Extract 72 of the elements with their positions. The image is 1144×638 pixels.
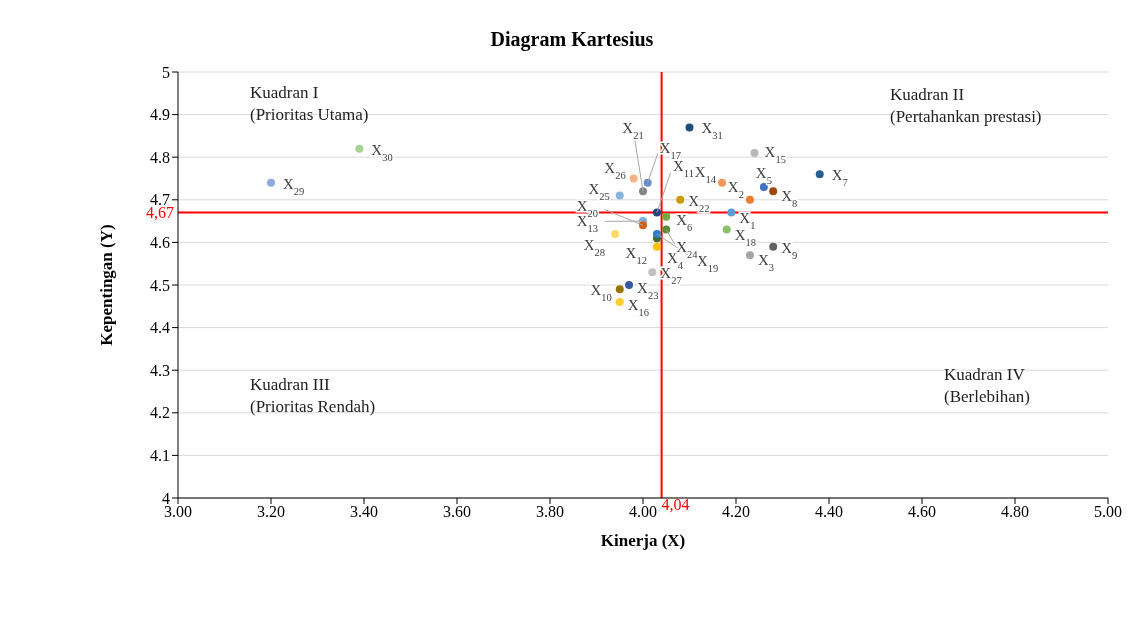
point bbox=[727, 208, 736, 217]
y-tick-label: 4.6 bbox=[150, 234, 170, 252]
annotation: X$_{19}$ bbox=[696, 252, 719, 274]
annotation: X$_{22}$ bbox=[688, 192, 710, 214]
annotation: Kuadran I (Prioritas Utama) bbox=[250, 82, 369, 126]
annotation: X$_{25}$ bbox=[588, 180, 610, 202]
annotation: X$_{6}$ bbox=[676, 211, 693, 233]
x-tick-label: 4.00 bbox=[629, 503, 657, 521]
annotation: X$_{14}$ bbox=[694, 163, 717, 185]
annotation: X$_{12}$ bbox=[625, 245, 647, 266]
point bbox=[267, 178, 275, 187]
y-tick-label: 4.9 bbox=[150, 106, 170, 124]
point bbox=[750, 148, 759, 157]
point bbox=[629, 174, 638, 183]
ref-line-label: 4,04 bbox=[661, 496, 690, 513]
point bbox=[769, 187, 778, 196]
y-axis-title: Kepentingan (Y) bbox=[97, 224, 117, 346]
point bbox=[676, 195, 685, 204]
point bbox=[722, 225, 731, 234]
y-tick-label: 4.5 bbox=[150, 276, 170, 294]
point bbox=[611, 229, 620, 238]
x-tick-label: 4.40 bbox=[815, 503, 843, 521]
annotation: X$_{30}$ bbox=[371, 141, 393, 163]
y-tick-label: 4.2 bbox=[150, 404, 170, 422]
annotation: X$_{31}$ bbox=[701, 120, 723, 141]
point bbox=[718, 178, 727, 187]
point bbox=[615, 298, 624, 307]
annotation: Kuadran III (Prioritas Rendah) bbox=[250, 374, 376, 418]
point bbox=[685, 123, 694, 132]
point bbox=[769, 242, 778, 251]
annotation: X$_{10}$ bbox=[590, 282, 612, 303]
y-tick-label: 4.8 bbox=[150, 148, 170, 166]
point bbox=[615, 285, 624, 294]
point bbox=[355, 144, 364, 153]
point bbox=[625, 281, 634, 289]
annotation: X$_{29}$ bbox=[283, 175, 305, 197]
annotation: Kuadran II (Pertahankan prestasi) bbox=[890, 84, 1042, 128]
x-tick-label: 4.80 bbox=[1001, 503, 1029, 521]
annotation: X$_{9}$ bbox=[781, 239, 798, 261]
annotation: Kuadran IV (Berlebihan) bbox=[944, 364, 1030, 408]
point bbox=[745, 251, 754, 260]
x-tick-label: 5.00 bbox=[1094, 503, 1122, 521]
point bbox=[652, 208, 661, 217]
annotation: X$_{26}$ bbox=[604, 159, 626, 180]
x-tick-label: 3.60 bbox=[443, 503, 471, 521]
x-tick-label: 3.20 bbox=[257, 503, 285, 521]
y-tick-label: 4.4 bbox=[150, 319, 170, 337]
point bbox=[745, 195, 754, 204]
x-axis-title: Kinerja (X) bbox=[600, 531, 686, 550]
x-tick-label: 3.80 bbox=[536, 503, 564, 521]
point bbox=[662, 212, 671, 221]
point bbox=[615, 191, 624, 200]
annotation: X$_{28}$ bbox=[583, 236, 606, 258]
annotation: X$_{7}$ bbox=[831, 167, 848, 188]
x-tick-label: 3.40 bbox=[350, 503, 378, 521]
x-tick-label: 4.60 bbox=[908, 503, 936, 521]
chart-title: Diagram Kartesius bbox=[489, 28, 655, 51]
y-tick-label: 4.1 bbox=[150, 447, 170, 465]
point bbox=[815, 170, 824, 179]
annotation: X$_{8}$ bbox=[781, 188, 798, 209]
annotation: X$_{21}$ bbox=[622, 120, 644, 141]
point bbox=[652, 242, 661, 251]
annotation: X$_{23}$ bbox=[637, 280, 659, 301]
y-tick-label: 4.3 bbox=[150, 361, 170, 379]
annotation: X$_{5}$ bbox=[755, 165, 772, 186]
point bbox=[648, 268, 657, 277]
annotation: X$_{3}$ bbox=[757, 252, 775, 273]
annotation: X$_{15}$ bbox=[764, 143, 786, 165]
y-tick-label: 5 bbox=[162, 63, 170, 81]
x-tick-label: 4.20 bbox=[722, 503, 750, 521]
point bbox=[759, 183, 768, 192]
annotation: X$_{2}$ bbox=[727, 178, 744, 200]
